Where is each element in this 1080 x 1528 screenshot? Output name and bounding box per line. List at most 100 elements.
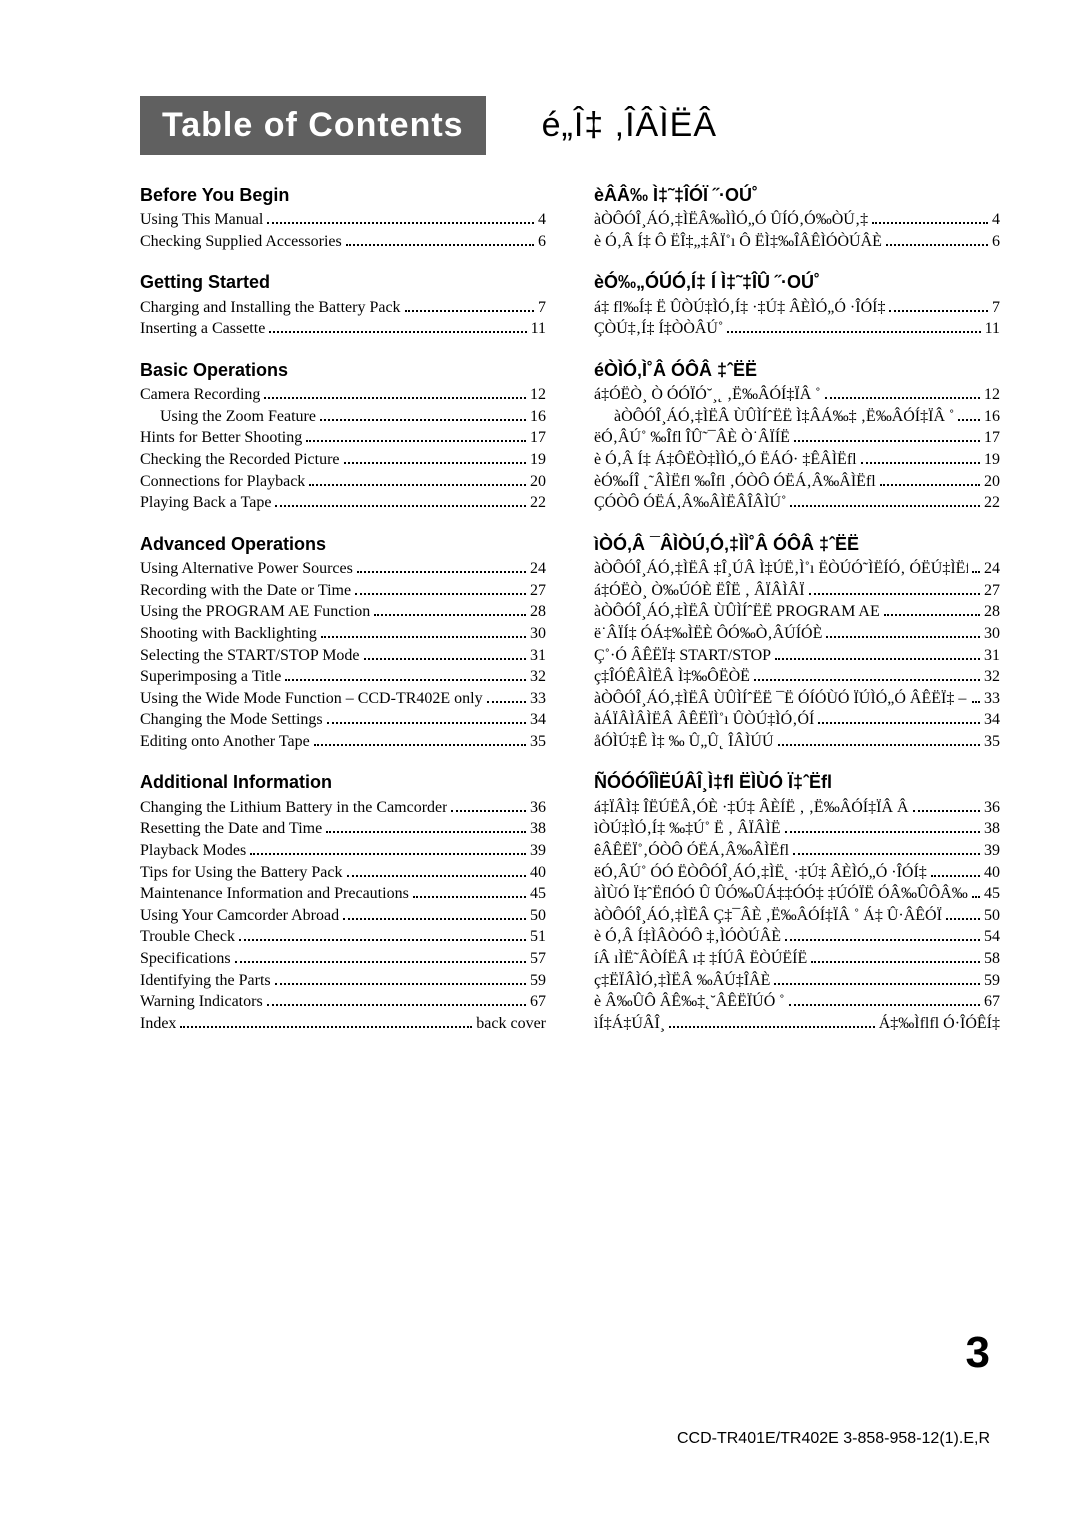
- toc-label: Warning Indicators: [140, 991, 263, 1013]
- toc-entry: àÒÔÓÎ¸ÁÓ‚‡ÌËÂ‰ÌÌÓ„Ó ÛÍÓ‚Ó‰ÒÚ‚‡ 4: [594, 209, 1000, 231]
- toc-entry: Playback Modes39: [140, 840, 546, 862]
- toc-page: 32: [984, 666, 1000, 688]
- toc-label: Identifying the Parts: [140, 970, 271, 992]
- toc-label: Superimposing a Title: [140, 666, 281, 688]
- toc-label: ÇÒÚ‡‚Í‡ Í‡ÒÒÂÚ˚: [594, 318, 723, 340]
- toc-leader-dots: [346, 244, 534, 246]
- toc-label: Using Alternative Power Sources: [140, 558, 353, 580]
- toc-page: back cover: [476, 1013, 546, 1035]
- toc-page: 36: [984, 797, 1000, 819]
- toc-label: ç‡ÎÓÊÂÌËÂ Ì‡‰ÔËÒË: [594, 666, 750, 688]
- toc-page: 27: [984, 580, 1000, 602]
- toc-leader-dots: [884, 614, 980, 616]
- toc-entry: Charging and Installing the Battery Pack…: [140, 297, 546, 319]
- toc-page: 50: [530, 905, 546, 927]
- toc-leader-dots: [285, 679, 526, 681]
- toc-label: íÂ ıÌË˜ÂÒÍËÂ ı‡ ‡ÍÚÂ ËÒÚËÍË: [594, 948, 807, 970]
- toc-leader-dots: [946, 918, 980, 920]
- toc-entry: ÇÒÚ‡‚Í‡ Í‡ÒÒÂÚ˚11: [594, 318, 1000, 340]
- toc-page: 4: [538, 209, 546, 231]
- toc-leader-dots: [487, 701, 526, 703]
- toc-label: ìÍ‡Á‡ÚÂÎ¸: [594, 1013, 665, 1035]
- toc-label: Camera Recording: [140, 384, 260, 406]
- toc-entry: Using This Manual4: [140, 209, 546, 231]
- toc-leader-dots: [793, 853, 980, 855]
- toc-entry: àÒÔÓÎ¸ÁÓ‚‡ÌËÂ Ç‡¯ÂÈ ‚Ë‰ÂÓÍ‡ÏÂ ˚ Á‡ Û·ÂÊÓ…: [594, 905, 1000, 927]
- toc-label: Changing the Mode Settings: [140, 709, 323, 731]
- toc-label: Inserting a Cassette: [140, 318, 265, 340]
- toc-entry: á‡ÓËÒ¸ Ò ÓÓÏÓ˘¸˛ ‚Ë‰ÂÓÍ‡ÏÂ ˚ 12: [594, 384, 1000, 406]
- toc-label: Index: [140, 1013, 176, 1035]
- toc-page: 32: [530, 666, 546, 688]
- toc-entry: á‡ fl‰Í‡ Ë ÛÒÚ‡ÌÓ‚Í‡ ·‡Ú‡ ÂÈÌÓ„Ó ·ÎÓÍ‡7: [594, 297, 1000, 319]
- toc-page: 33: [530, 688, 546, 710]
- section-heading: èÓ‰„ÓÚÓ‚Í‡ Í Ì‡˜‡ÎÛ ˝·OÚ˚: [594, 270, 1000, 294]
- toc-entry: àÒÔÓÎ¸ÁÓ‚‡ÌËÂ ÙÛÌÍˆËË PROGRAM AE28: [594, 601, 1000, 623]
- toc-leader-dots: [374, 614, 526, 616]
- toc-label: Changing the Lithium Battery in the Camc…: [140, 797, 447, 819]
- section-heading: èÂÂ‰ Ì‡˜‡ÎÓÏ ˝·OÚ˚: [594, 183, 1000, 207]
- toc-label: ë˙ÂÏÍ‡ ÓÁ‡‰ÌËÈ ÔÓ‰Ò‚ÂÚÍÓÈ: [594, 623, 822, 645]
- toc-leader-dots: [264, 397, 526, 399]
- toc-leader-dots: [972, 701, 980, 703]
- toc-leader-dots: [886, 244, 988, 246]
- toc-page: 16: [530, 406, 546, 428]
- toc-label: ëÓ‚ÂÚ˚ ÓÓ ËÒÔÓÎ¸ÁÓ‚‡ÌË˛ ·‡Ú‡ ÂÈÌÓ„Ó ·ÎÓÍ…: [594, 862, 927, 884]
- toc-leader-dots: [778, 744, 981, 746]
- toc-label: àÒÔÓÎ¸ÁÓ‚‡ÌËÂ ÙÛÌÍˆËË ¯Ë ÓÍÓÙÓ ÏÚÌÓ„Ó ÂÊ…: [594, 688, 968, 710]
- page-number: 3: [966, 1328, 990, 1378]
- toc-page: 24: [984, 558, 1000, 580]
- toc-label: àÒÔÓÎ¸ÁÓ‚‡ÌËÂ‰ÌÌÓ„Ó ÛÍÓ‚Ó‰ÒÚ‚‡: [594, 209, 868, 231]
- toc-entry: Trouble Check51: [140, 926, 546, 948]
- toc-page: 31: [530, 645, 546, 667]
- toc-label: á‡ÏÂÌ‡ ÎËÚËÂ‚ÓÈ ·‡Ú‡ ÂÈÍË ‚ ‚Ë‰ÂÓÍ‡ÏÂ Â: [594, 797, 909, 819]
- toc-page: 38: [984, 818, 1000, 840]
- toc-page: 34: [984, 709, 1000, 731]
- toc-page: 45: [530, 883, 546, 905]
- toc-leader-dots: [931, 875, 980, 877]
- toc-label: ëÓ‚ÂÚ˚ ‰Îfl ÎÛ˜¯ÂÈ Ò˙ÂÏÍË: [594, 427, 790, 449]
- toc-entry: Using Alternative Power Sources24: [140, 558, 546, 580]
- toc-label: ç‡ËÏÂÌÓ‚‡ÌËÂ ‰ÂÚ‡ÎÂÈ: [594, 970, 770, 992]
- toc-entry: åÓÌÚ‡Ê Ì‡ ‰ Û„Û˛ ÎÂÌÚÚ35: [594, 731, 1000, 753]
- toc-label: Using the Zoom Feature: [160, 406, 316, 428]
- toc-leader-dots: [413, 896, 526, 898]
- toc-leader-dots: [344, 462, 527, 464]
- toc-label: Using Your Camcorder Abroad: [140, 905, 339, 927]
- toc-label: á‡ÓËÒ¸ Ò ÓÓÏÓ˘¸˛ ‚Ë‰ÂÓÍ‡ÏÂ ˚: [594, 384, 821, 406]
- toc-leader-dots: [267, 1004, 526, 1006]
- toc-leader-dots: [818, 722, 980, 724]
- toc-page: 19: [984, 449, 1000, 471]
- toc-label: êÂÊËÏ˚‚ÓÒÔ ÓËÁ‚Â‰ÂÌËfl: [594, 840, 789, 862]
- toc-page: 12: [984, 384, 1000, 406]
- toc-label: àÒÔÓÎ¸ÁÓ‚‡ÌËÂ ÙÛÌÍˆËË PROGRAM AE: [594, 601, 880, 623]
- toc-leader-dots: [889, 310, 988, 312]
- toc-leader-dots: [958, 419, 980, 421]
- toc-page: 67: [984, 991, 1000, 1013]
- toc-label: Playback Modes: [140, 840, 246, 862]
- toc-label: Using the PROGRAM AE Function: [140, 601, 370, 623]
- toc-page: 19: [530, 449, 546, 471]
- toc-label: è Â‰ÛÔ ÂÊ‰‡˛˘ÂÊËÏÚÓ ˚: [594, 991, 785, 1013]
- toc-label: Recording with the Date or Time: [140, 580, 351, 602]
- toc-entry: Inserting a Cassette 11: [140, 318, 546, 340]
- toc-entry: Camera Recording 12: [140, 384, 546, 406]
- toc-entry: àÒÔÓÎ¸ÁÓ‚‡ÌËÂ ÙÛÌÍˆËË Ì‡ÂÁ‰‡ ‚Ë‰ÂÓÍ‡ÏÂ ˚…: [594, 406, 1000, 428]
- toc-entry: Using Your Camcorder Abroad 50: [140, 905, 546, 927]
- toc-page: 35: [984, 731, 1000, 753]
- toc-leader-dots: [309, 484, 526, 486]
- toc-leader-dots: [405, 310, 534, 312]
- toc-leader-dots: [235, 961, 526, 963]
- toc-label: àÒÔÓÎ¸ÁÓ‚‡ÌËÂ ‡Î¸ÚÂ Ì‡ÚË‚Ì˚ı ËÒÚÓ˜ÌËÍÓ‚ …: [594, 558, 968, 580]
- toc-label: Shooting with Backlighting: [140, 623, 317, 645]
- column-left: Before You BeginUsing This Manual4Checki…: [140, 183, 546, 1034]
- toc-label: Tips for Using the Battery Pack: [140, 862, 343, 884]
- toc-label: Editing onto Another Tape: [140, 731, 310, 753]
- toc-page: 12: [530, 384, 546, 406]
- toc-page: 11: [531, 318, 546, 340]
- toc-leader-dots: [180, 1026, 472, 1028]
- toc-page: 4: [992, 209, 1000, 231]
- toc-entry: Checking Supplied Accessories6: [140, 231, 546, 253]
- footer-text: CCD-TR401E/TR402E 3-858-958-12(1).E,R: [677, 1430, 990, 1448]
- toc-entry: Using the Zoom Feature 16: [140, 406, 546, 428]
